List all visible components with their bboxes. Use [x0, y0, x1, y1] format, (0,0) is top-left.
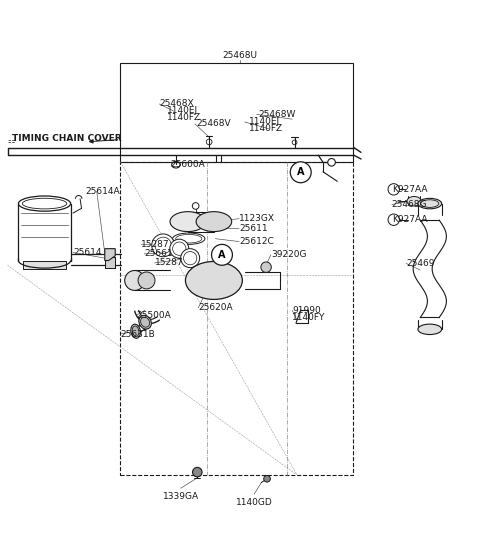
Ellipse shape: [173, 233, 205, 244]
Text: 25620A: 25620A: [198, 304, 233, 312]
Bar: [23, 260, 66, 269]
Ellipse shape: [125, 271, 144, 291]
Ellipse shape: [138, 272, 155, 289]
Text: 1140GD: 1140GD: [236, 498, 273, 507]
Circle shape: [261, 262, 271, 272]
Text: 1140FY: 1140FY: [292, 313, 325, 322]
Text: 25468V: 25468V: [196, 120, 231, 129]
Text: 39220G: 39220G: [271, 250, 306, 259]
Text: A: A: [218, 250, 226, 260]
Ellipse shape: [170, 212, 205, 231]
Circle shape: [192, 467, 202, 477]
Text: 25614A: 25614A: [86, 187, 120, 196]
Text: 1123GX: 1123GX: [239, 214, 275, 223]
Text: TIMING CHAIN COVER: TIMING CHAIN COVER: [12, 134, 122, 143]
Polygon shape: [105, 249, 115, 260]
Text: 25468G: 25468G: [392, 200, 427, 209]
Text: 1140EJ: 1140EJ: [167, 106, 198, 115]
Ellipse shape: [18, 196, 71, 211]
Bar: [105, 257, 115, 268]
Text: 25661: 25661: [144, 249, 173, 258]
Ellipse shape: [185, 262, 242, 300]
Circle shape: [388, 214, 399, 225]
Circle shape: [290, 162, 311, 183]
Ellipse shape: [407, 196, 421, 206]
Text: A: A: [297, 167, 304, 177]
Text: 15287: 15287: [155, 258, 183, 267]
Text: 1140FZ: 1140FZ: [167, 113, 201, 122]
Ellipse shape: [196, 212, 232, 231]
Ellipse shape: [180, 249, 200, 268]
Text: 25631B: 25631B: [120, 330, 155, 339]
Text: K927AA: K927AA: [392, 215, 427, 224]
Bar: [120, 162, 353, 475]
Ellipse shape: [131, 324, 141, 338]
Text: 25611: 25611: [239, 224, 268, 233]
Text: 1140FZ: 1140FZ: [249, 124, 283, 133]
Ellipse shape: [418, 198, 442, 209]
Circle shape: [192, 203, 199, 209]
Text: 15287: 15287: [141, 240, 170, 249]
Text: 25468X: 25468X: [159, 100, 194, 108]
Text: 25612C: 25612C: [239, 237, 274, 246]
Ellipse shape: [328, 159, 336, 166]
Ellipse shape: [141, 317, 150, 327]
Circle shape: [388, 184, 399, 195]
Ellipse shape: [152, 234, 175, 257]
Ellipse shape: [139, 315, 151, 329]
Text: 25600A: 25600A: [170, 160, 205, 169]
Ellipse shape: [132, 326, 139, 337]
Text: 25468W: 25468W: [258, 110, 295, 119]
Text: 25469: 25469: [406, 259, 434, 268]
Circle shape: [212, 244, 232, 266]
Text: 1140EJ: 1140EJ: [249, 117, 280, 126]
Text: 91990: 91990: [292, 306, 321, 315]
Text: K927AA: K927AA: [392, 185, 427, 194]
Ellipse shape: [418, 324, 442, 334]
Text: 25468U: 25468U: [223, 51, 257, 60]
Text: 25614: 25614: [73, 248, 101, 257]
Circle shape: [264, 476, 270, 482]
Text: 25500A: 25500A: [137, 311, 171, 320]
Bar: [120, 63, 353, 162]
Ellipse shape: [170, 239, 189, 258]
Text: 1339GA: 1339GA: [163, 492, 199, 501]
